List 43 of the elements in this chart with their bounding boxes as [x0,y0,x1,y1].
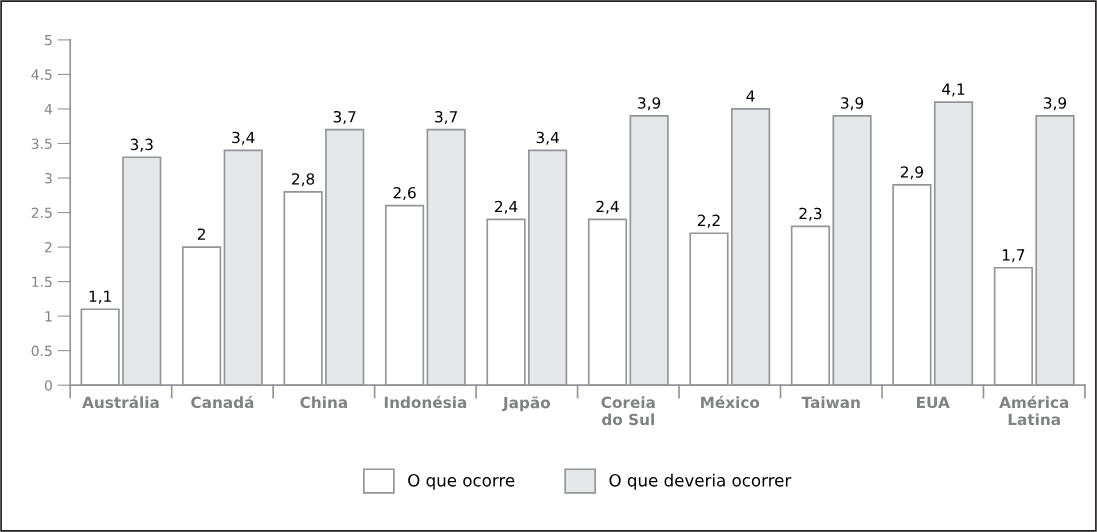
data-label: 3,4 [232,131,255,145]
legend-label: O que ocorre [408,474,515,490]
data-label: 4,1 [942,83,965,97]
x-tick-label: China [300,396,347,409]
data-label: 2,3 [799,207,822,221]
x-tick-label: México [701,395,760,409]
x-tick-label: Indonésia [384,395,467,409]
data-label: 1,7 [1002,249,1025,263]
data-label: 2,4 [596,200,619,214]
data-label: 3,7 [435,110,458,125]
x-tick-label: Taiwan [801,396,860,409]
y-tick-label: 3 [45,172,52,184]
data-label: 3,3 [130,138,153,152]
x-tick-label: América Latina [999,395,1069,426]
x-tick-label: Canadá [191,395,254,409]
y-tick-label: 0 [44,380,52,391]
data-label: 1,1 [89,290,111,304]
data-label: 3,9 [1044,97,1067,111]
y-tick-label: 2.5 [31,207,52,219]
data-label: 2,9 [900,166,923,180]
data-label: 2,8 [292,173,315,187]
x-tick-label: Coreia do Sul [601,396,655,426]
y-tick-label: 3.5 [31,138,52,149]
data-label: 2,6 [393,186,416,201]
data-label: 2,4 [495,200,518,214]
y-tick-label: 0.5 [31,345,52,357]
legend-label: O que deveria ocorrer [609,473,792,490]
data-label: 2 [197,228,205,240]
x-tick-label: EUA [917,396,950,409]
data-label: 4 [746,90,755,102]
y-tick-label: 4 [44,104,53,115]
y-tick-label: 4.5 [31,69,52,80]
x-tick-label: Austrália [82,395,159,409]
y-tick-label: 1.5 [32,276,52,288]
data-label: 3,9 [841,97,864,111]
data-label: 3,9 [638,97,661,111]
y-tick-label: 2 [45,242,52,253]
y-tick-label: 5 [45,35,52,46]
y-tick-label: 1 [45,311,52,322]
x-tick-label: Japão [502,396,551,412]
data-label: 3,7 [333,110,356,125]
data-label: 3,4 [536,131,559,145]
data-label: 2,2 [697,214,720,228]
